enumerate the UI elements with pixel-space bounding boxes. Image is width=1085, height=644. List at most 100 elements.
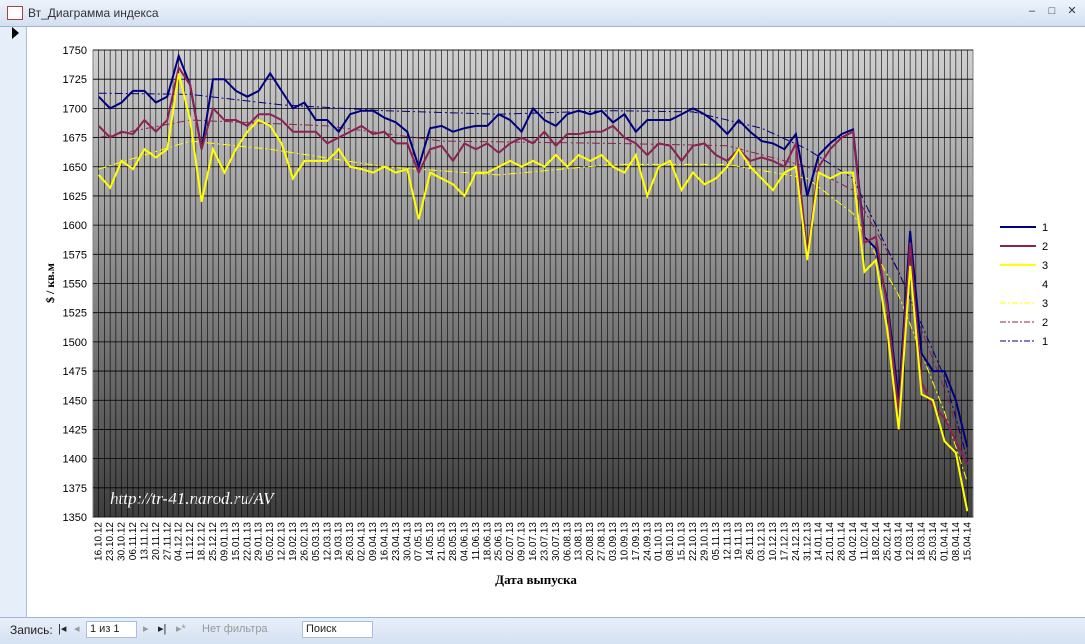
x-tick-label: 29.10.13 — [699, 522, 710, 561]
x-tick-label: 23.10.12 — [105, 522, 116, 561]
x-tick-label: 03.09.13 — [608, 522, 619, 561]
y-tick-label: 1650 — [63, 162, 87, 174]
close-button[interactable]: ✕ — [1067, 5, 1077, 17]
y-tick-label: 1625 — [63, 191, 87, 203]
x-tick-label: 25.02.14 — [882, 522, 893, 561]
x-tick-label: 01.04.14 — [939, 522, 950, 561]
x-tick-label: 20.08.13 — [585, 522, 596, 561]
window-title: Вт_Диаграмма индекса — [28, 6, 159, 20]
legend-label: 3 — [1042, 260, 1048, 272]
legend-label: 1 — [1042, 336, 1048, 348]
y-tick-label: 1350 — [63, 512, 87, 524]
x-tick-label: 18.06.13 — [482, 522, 493, 561]
x-tick-label: 10.09.13 — [619, 522, 630, 561]
x-tick-label: 25.03.14 — [928, 522, 939, 561]
x-tick-label: 21.05.13 — [437, 522, 448, 561]
window-icon — [7, 6, 23, 20]
x-tick-label: 12.02.13 — [277, 522, 288, 561]
x-tick-label: 18.03.14 — [917, 522, 928, 561]
first-record[interactable]: |◂ — [58, 623, 67, 635]
x-tick-label: 26.11.13 — [745, 522, 756, 561]
y-tick-label: 1425 — [63, 424, 87, 436]
x-tick-label: 30.10.12 — [117, 522, 128, 561]
x-tick-label: 04.03.14 — [894, 522, 905, 561]
x-tick-label: 17.12.13 — [779, 522, 790, 561]
last-record[interactable]: ▸| — [158, 623, 167, 635]
x-tick-label: 06.08.13 — [562, 522, 573, 561]
x-tick-label: 09.04.13 — [368, 522, 379, 561]
maximize-button[interactable]: □ — [1048, 5, 1056, 17]
record-selector — [0, 27, 27, 617]
filter-button[interactable]: Нет фильтра — [202, 623, 268, 635]
y-tick-label: 1375 — [63, 483, 87, 495]
x-tick-label: 16.10.12 — [94, 522, 105, 561]
x-tick-label: 05.03.13 — [311, 522, 322, 561]
series-line — [97, 64, 969, 465]
x-tick-label: 27.11.12 — [162, 522, 173, 561]
x-tick-label: 24.12.13 — [791, 522, 802, 561]
y-tick-label: 1500 — [63, 337, 87, 349]
x-tick-label: 04.12.12 — [174, 522, 185, 561]
x-tick-label: 09.01.13 — [219, 522, 230, 561]
x-tick-label: 12.11.13 — [722, 522, 733, 561]
y-tick-label: 1550 — [63, 279, 87, 291]
x-tick-label: 08.04.14 — [951, 522, 962, 561]
legend-label: 4 — [1042, 279, 1048, 291]
x-tick-label: 02.07.13 — [505, 522, 516, 561]
x-tick-label: 11.06.13 — [471, 522, 482, 561]
x-tick-label: 04.06.13 — [459, 522, 470, 561]
x-tick-label: 16.07.13 — [528, 522, 539, 561]
x-tick-label: 29.01.13 — [254, 522, 265, 561]
x-tick-label: 14.05.13 — [425, 522, 436, 561]
series-line — [97, 52, 969, 448]
x-tick-label: 08.10.13 — [665, 522, 676, 561]
record-number[interactable]: 1 из 1 — [86, 621, 137, 638]
legend-label: 3 — [1042, 298, 1048, 310]
x-tick-label: 19.02.13 — [288, 522, 299, 561]
y-tick-label: 1675 — [63, 133, 87, 145]
legend-label: 2 — [1042, 317, 1048, 329]
x-tick-label: 14.01.14 — [814, 522, 825, 561]
x-tick-label: 02.04.13 — [357, 522, 368, 561]
new-record[interactable]: ▸* — [176, 623, 186, 635]
y-tick-label: 1600 — [63, 220, 87, 232]
x-tick-label: 21.01.14 — [825, 522, 836, 561]
x-tick-label: 10.12.13 — [768, 522, 779, 561]
y-tick-label: 1725 — [63, 74, 87, 86]
x-tick-label: 16.04.13 — [379, 522, 390, 561]
x-tick-label: 07.05.13 — [414, 522, 425, 561]
y-tick-label: 1400 — [63, 454, 87, 466]
minimize-button[interactable]: – — [1028, 5, 1036, 17]
x-tick-label: 09.07.13 — [517, 522, 528, 561]
legend-label: 2 — [1042, 241, 1048, 253]
x-tick-label: 28.01.14 — [837, 522, 848, 561]
legend-label: 1 — [1042, 222, 1048, 234]
x-tick-label: 19.03.13 — [334, 522, 345, 561]
x-tick-label: 11.02.14 — [859, 522, 870, 561]
y-tick-label: 1700 — [63, 103, 87, 115]
x-tick-label: 01.10.13 — [654, 522, 665, 561]
prev-record[interactable]: ◂ — [74, 623, 80, 635]
trend-line — [98, 140, 968, 483]
record-arrow[interactable] — [12, 27, 19, 39]
x-tick-label: 25.06.13 — [494, 522, 505, 561]
record-label: Запись: — [10, 623, 53, 637]
next-record[interactable]: ▸ — [143, 623, 149, 635]
y-axis-title: $ / кв.м — [43, 263, 57, 303]
series-line — [97, 73, 969, 512]
x-tick-label: 17.09.13 — [631, 522, 642, 561]
x-tick-label: 26.03.13 — [345, 522, 356, 561]
status-bar: Запись: |◂ ◂ 1 из 1 ▸ ▸| ▸* Нет фильтра … — [0, 617, 1085, 644]
x-tick-label: 12.03.13 — [322, 522, 333, 561]
y-tick-label: 1525 — [63, 308, 87, 320]
x-tick-label: 06.11.12 — [128, 522, 139, 561]
x-tick-label: 13.08.13 — [574, 522, 585, 561]
x-tick-label: 12.03.14 — [905, 522, 916, 561]
search-box[interactable]: Поиск — [302, 621, 373, 638]
x-tick-label: 27.08.13 — [597, 522, 608, 561]
x-tick-label: 24.09.13 — [642, 522, 653, 561]
x-tick-label: 25.12.12 — [208, 522, 219, 561]
x-tick-label: 05.02.13 — [265, 522, 276, 561]
x-tick-label: 15.10.13 — [677, 522, 688, 561]
